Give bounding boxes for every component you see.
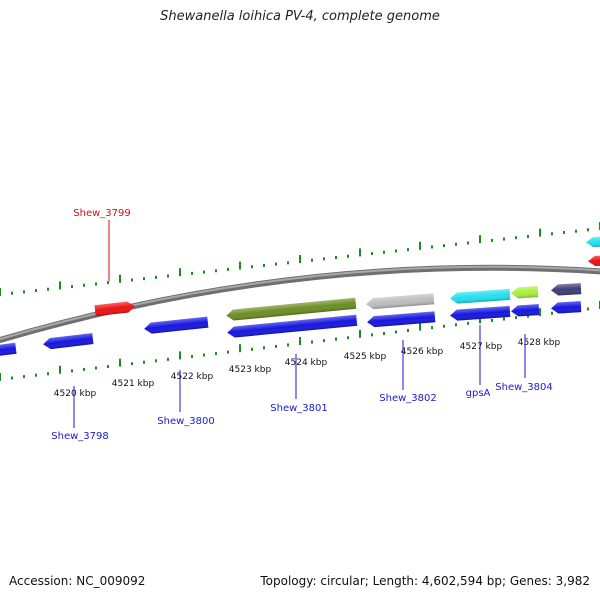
- gene-feature: [511, 304, 540, 317]
- map-title: Shewanella loihica PV-4, complete genome: [160, 9, 440, 24]
- scale-label: 4520 kbp: [54, 389, 97, 399]
- scale-label: 4524 kbp: [285, 358, 328, 368]
- gene-label: Shew_3802: [379, 393, 436, 404]
- gene-arrow-shading: [367, 311, 436, 328]
- scale-label: 4528 kbp: [518, 338, 561, 348]
- gene-arrow-shading: [586, 236, 600, 248]
- gene-feature: [367, 311, 436, 328]
- gene-feature: [450, 288, 511, 304]
- gene-label: Shew_3799: [73, 208, 130, 219]
- gene-feature: [511, 286, 539, 299]
- gene-arrow-shading: [0, 342, 17, 358]
- gene-feature: [0, 342, 17, 358]
- scale-label: 4523 kbp: [229, 365, 272, 375]
- gene-feature: [94, 301, 135, 317]
- gene-feature: [450, 305, 511, 321]
- gene-label: gpsA: [466, 388, 491, 399]
- gene-arrow-shading: [227, 314, 358, 338]
- gene-arrow-shading: [94, 301, 135, 317]
- gene-label: Shew_3800: [157, 416, 214, 427]
- scale-label: 4526 kbp: [401, 347, 444, 357]
- backbone-arc-highlight: [0, 265, 600, 341]
- gene-arrow-shading: [226, 297, 357, 321]
- scale-label: 4525 kbp: [344, 352, 387, 362]
- gene-label: Shew_3801: [270, 403, 327, 414]
- gene-arrow-shading: [144, 316, 209, 334]
- gene-label: Shew_3798: [51, 431, 108, 442]
- gene-feature: [588, 255, 600, 267]
- gene-arrow-shading: [450, 288, 511, 304]
- gene-arrow-shading: [366, 293, 435, 310]
- gene-arrow-shading: [551, 283, 582, 296]
- gene-feature: [43, 333, 94, 350]
- gene-label: Shew_3804: [495, 382, 552, 393]
- gene-feature: [227, 314, 358, 338]
- gene-arrow-shading: [450, 305, 511, 321]
- gene-feature: [366, 293, 435, 310]
- gene-feature: [586, 236, 600, 248]
- accession-text: Accession: NC_009092: [9, 574, 146, 588]
- gene-arrow-shading: [588, 255, 600, 267]
- scale-label: 4521 kbp: [112, 379, 155, 389]
- gene-arrow-shading: [511, 304, 540, 317]
- gene-feature: [226, 297, 357, 321]
- gene-arrow-shading: [43, 333, 94, 350]
- gene-feature: [551, 301, 582, 314]
- genome-summary-text: Topology: circular; Length: 4,602,594 bp…: [260, 574, 590, 588]
- scale-label: 4522 kbp: [171, 372, 214, 382]
- gene-arrow-shading: [551, 301, 582, 314]
- gene-feature: [551, 283, 582, 296]
- scale-label: 4527 kbp: [460, 342, 503, 352]
- gene-arrow-shading: [511, 286, 539, 299]
- gene-feature: [144, 316, 209, 334]
